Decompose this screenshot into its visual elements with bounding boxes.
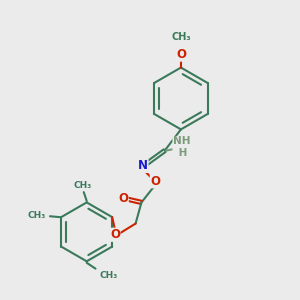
Text: O: O (110, 228, 120, 241)
Text: CH₃: CH₃ (73, 181, 92, 190)
Text: NH
 H: NH H (173, 136, 190, 158)
Text: O: O (176, 48, 186, 61)
Text: CH₃: CH₃ (28, 211, 46, 220)
Text: CH₃: CH₃ (99, 271, 117, 280)
Text: O: O (118, 192, 128, 205)
Text: CH₃: CH₃ (172, 32, 192, 42)
Text: O: O (150, 175, 160, 188)
Text: N: N (138, 159, 148, 172)
